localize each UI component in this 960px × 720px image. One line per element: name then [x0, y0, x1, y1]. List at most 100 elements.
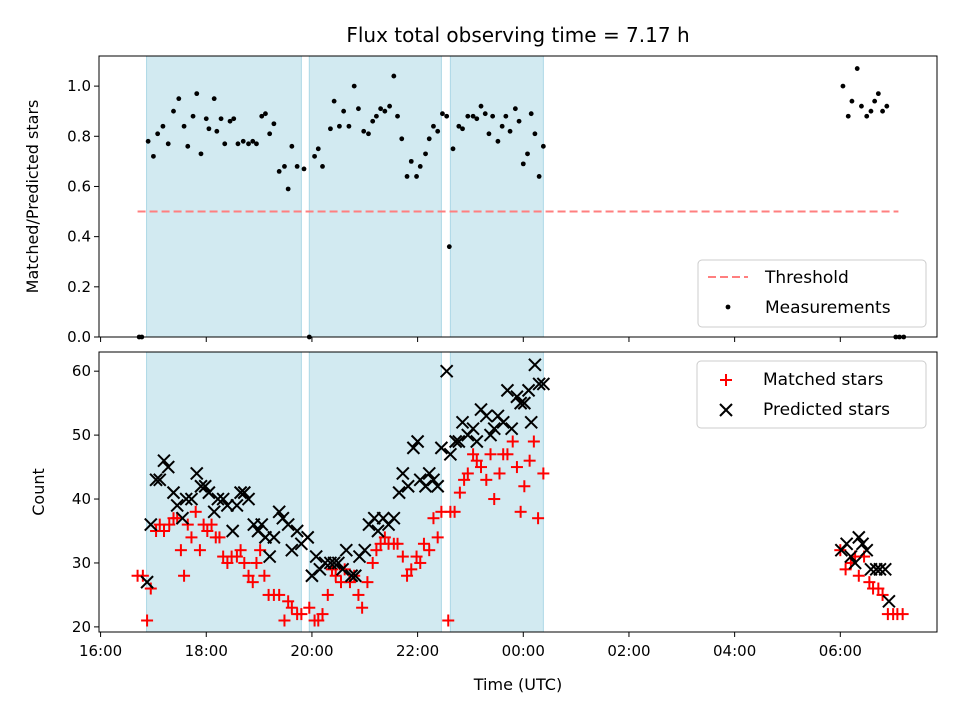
matched-star-point: [896, 608, 909, 621]
measurement-point: [282, 163, 287, 169]
measurement-point: [254, 141, 259, 147]
matched-star-point: [238, 556, 251, 569]
measurement-point: [211, 96, 217, 102]
predicted-star-point: [466, 422, 480, 436]
predicted-star-point: [536, 377, 551, 391]
measurement-point: [331, 98, 337, 104]
measurement-point: [470, 113, 476, 119]
measurement-point: [370, 118, 376, 124]
matched-star-point: [410, 550, 423, 563]
measurement-point: [408, 158, 414, 164]
measurement-point: [426, 136, 432, 142]
matched-star-point: [230, 550, 243, 563]
matched-star-point: [467, 448, 480, 461]
measurement-point: [337, 123, 342, 129]
measurement-point: [366, 131, 371, 137]
x-tick-label: 04:00: [713, 642, 756, 660]
predicted-star-point: [216, 492, 230, 506]
matched-star-point: [470, 454, 483, 467]
matched-star-point: [193, 544, 206, 557]
y-tick-label: 40: [72, 490, 91, 508]
matched-star-point: [356, 601, 369, 614]
matched-star-point: [475, 461, 488, 474]
predicted-star-point: [443, 447, 458, 461]
measurement-point: [450, 146, 456, 152]
measurement-point: [872, 98, 878, 104]
matched-star-point: [427, 512, 440, 525]
matched-star-point: [295, 608, 308, 621]
predicted-star-point: [392, 485, 406, 500]
predicted-star-point: [852, 530, 866, 545]
measurement-point: [165, 141, 171, 147]
predicted-star-point: [290, 524, 304, 538]
ratio-axes-frame: [98, 55, 938, 338]
measurement-point: [320, 163, 325, 169]
measurement-point: [440, 111, 445, 117]
measurement-point: [423, 151, 428, 157]
matched-star-point: [250, 556, 263, 569]
matched-star-point: [303, 601, 316, 614]
predicted-star-point: [873, 562, 887, 577]
legend-predicted-swatch: [719, 403, 733, 417]
measurement-point: [387, 103, 393, 109]
measurement-point: [859, 103, 864, 109]
predicted-star-point: [161, 460, 175, 474]
y-tick-label: 30: [72, 554, 91, 572]
chart-title: Flux total observing time = 7.17 h: [346, 23, 689, 47]
predicted-star-point: [255, 517, 269, 532]
measurement-point: [218, 116, 224, 122]
matched-star-point: [329, 569, 342, 582]
count-legend: Matched stars Predicted stars: [696, 360, 927, 429]
predicted-star-point: [418, 479, 433, 493]
measurement-point: [206, 126, 212, 132]
measurement-point: [520, 161, 526, 167]
measurement-point: [431, 123, 436, 129]
x-tick-label: 16:00: [79, 642, 122, 660]
legend-matched-label: Matched stars: [763, 370, 883, 390]
predicted-star-point: [170, 498, 184, 513]
measurement-point: [868, 108, 874, 114]
measurement-point: [840, 83, 846, 89]
measurement-point: [845, 113, 851, 119]
predicted-star-point: [331, 556, 346, 570]
x-tick-label: 02:00: [607, 642, 650, 660]
ratio-panel: 0.0 0.2 0.4 0.6 0.8 1.0 Matched/Predicted sta…: [23, 55, 938, 346]
count-panel: 20 30 40 50 60 16:00 18:00 20:00 22:00 00:00 02:0…: [29, 351, 938, 694]
measurement-point: [160, 123, 166, 129]
ratio-y-label: Matched/Predicted stars: [23, 100, 42, 294]
measurement-point: [512, 106, 518, 112]
matched-star-point: [480, 473, 493, 486]
measurement-point: [884, 103, 890, 109]
predicted-star-point: [860, 543, 874, 557]
measurement-point: [250, 138, 256, 144]
measurement-point: [391, 73, 397, 79]
matched-star-point: [185, 531, 198, 544]
predicted-star-point: [198, 479, 212, 493]
predicted-star-point: [430, 479, 445, 493]
measurement-point: [176, 96, 182, 102]
matched-star-point: [282, 595, 295, 608]
legend-measurement-swatch: [725, 304, 731, 310]
measurement-point: [516, 118, 522, 124]
measurement-point: [474, 116, 480, 122]
measurement-point: [849, 98, 855, 104]
predicted-star-point: [149, 473, 163, 487]
x-tick-label: 18:00: [185, 642, 228, 660]
matched-star-point: [378, 531, 391, 544]
measurement-point: [301, 166, 307, 172]
measurement-point: [171, 108, 176, 114]
predicted-star-point: [179, 492, 193, 506]
matched-star-point: [352, 588, 365, 601]
matched-star-point: [136, 569, 149, 582]
measurement-point: [263, 111, 268, 117]
measurement-point: [222, 141, 228, 147]
predicted-star-point: [144, 517, 158, 532]
measurement-point: [499, 123, 505, 129]
measurement-point: [532, 131, 538, 137]
predicted-star-point: [230, 498, 244, 513]
measurement-point: [435, 128, 441, 134]
predicted-star-point: [528, 358, 542, 372]
predicted-star-point: [184, 492, 199, 506]
matched-star-point: [157, 524, 170, 537]
matched-star-point: [501, 448, 514, 461]
